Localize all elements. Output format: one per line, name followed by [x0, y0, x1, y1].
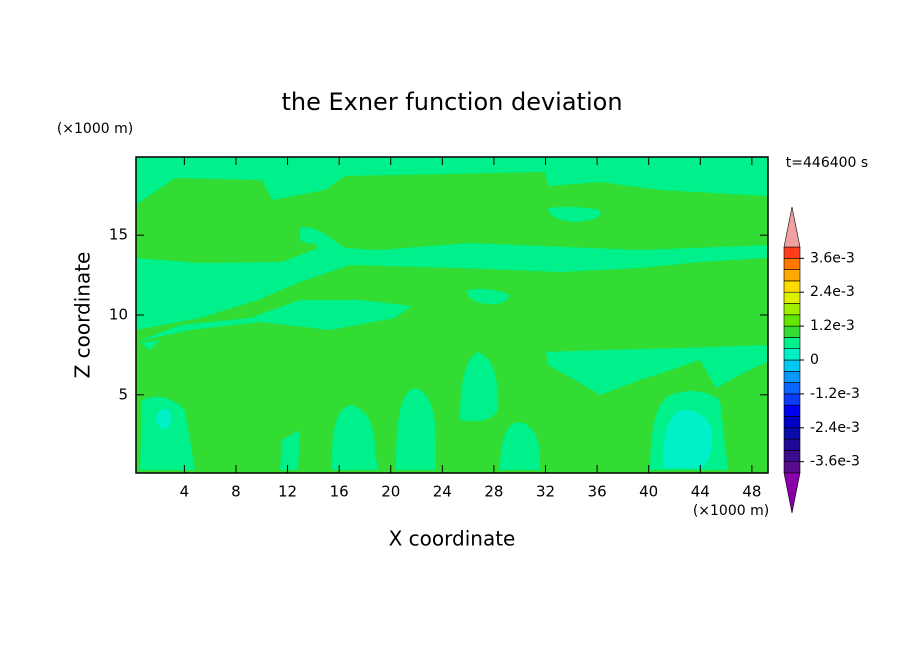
contour-region: [467, 288, 510, 305]
colorbar-box: [783, 314, 801, 327]
colorbar-label: -1.2e-3: [810, 386, 860, 402]
colorbar-box: [783, 416, 801, 429]
colorbar-box: [783, 427, 801, 440]
x-tick-label: 4: [180, 483, 190, 501]
x-tick-label: 20: [381, 483, 400, 501]
colorbar-box: [783, 280, 801, 293]
colorbar-label: 1.2e-3: [810, 318, 855, 334]
contour-region: [395, 388, 436, 470]
colorbar-box: [783, 257, 801, 270]
x-unit: (×1000 m): [693, 503, 769, 519]
colorbar-box: [783, 404, 801, 417]
contour-region: [662, 409, 713, 468]
x-tick-label: 36: [588, 483, 607, 501]
colorbar-box: [783, 359, 801, 372]
colorbar-box: [783, 370, 801, 383]
colorbar-box: [783, 348, 801, 361]
contour-region: [331, 405, 378, 470]
colorbar-box: [783, 291, 801, 304]
y-tick-label: 15: [109, 226, 128, 244]
x-tick-label: 48: [742, 483, 761, 501]
contour-region: [280, 430, 300, 470]
colorbar-label: 2.4e-3: [810, 284, 855, 300]
colorbar-box: [783, 325, 801, 338]
contour-region: [300, 227, 325, 244]
colorbar-label: -3.6e-3: [810, 454, 860, 470]
x-tick-label: 40: [639, 483, 658, 501]
x-tick-label: 28: [484, 483, 503, 501]
y-axis-title: Z coordinate: [71, 252, 95, 379]
colorbar-box: [783, 269, 801, 282]
colorbar-label: 0: [810, 352, 819, 368]
time-label: t=446400 s: [786, 155, 868, 171]
contour-region: [500, 422, 540, 470]
contour-region: [136, 172, 768, 263]
x-tick-label: 44: [691, 483, 710, 501]
x-axis-title: X coordinate: [389, 527, 516, 551]
contour-region: [155, 408, 171, 430]
contour-region: [548, 206, 601, 222]
contour-region: [460, 352, 499, 422]
colorbar-box: [783, 461, 801, 474]
colorbar-label: 3.6e-3: [810, 250, 855, 266]
y-unit: (×1000 m): [57, 121, 133, 137]
contour-region: [546, 345, 768, 395]
contour-region: [136, 300, 412, 342]
colorbar-label: -2.4e-3: [810, 420, 860, 436]
colorbar-over: [783, 206, 801, 248]
colorbar-under: [783, 472, 801, 514]
colorbar-box: [783, 393, 801, 406]
x-tick-label: 8: [231, 483, 241, 501]
y-tick-label: 10: [109, 306, 128, 324]
x-tick-label: 24: [433, 483, 452, 501]
x-tick-label: 16: [330, 483, 349, 501]
y-tick-label: 5: [118, 385, 128, 403]
colorbar-box: [783, 246, 801, 259]
colorbar-box: [783, 382, 801, 395]
colorbar-box: [783, 438, 801, 451]
contour-region: [140, 340, 160, 350]
colorbar-box: [783, 450, 801, 462]
chart-title: the Exner function deviation: [281, 88, 622, 116]
x-tick-label: 12: [278, 483, 297, 501]
colorbar-box: [783, 303, 801, 316]
x-tick-label: 32: [536, 483, 555, 501]
colorbar-box: [783, 337, 801, 349]
contour-region: [140, 396, 195, 470]
